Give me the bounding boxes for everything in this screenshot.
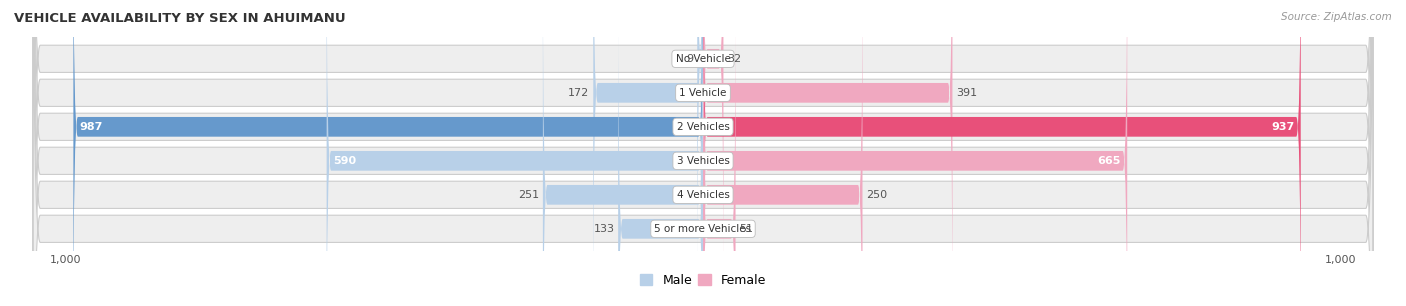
Text: 937: 937 [1271, 122, 1295, 132]
Text: No Vehicle: No Vehicle [675, 54, 731, 64]
Text: VEHICLE AVAILABILITY BY SEX IN AHUIMANU: VEHICLE AVAILABILITY BY SEX IN AHUIMANU [14, 12, 346, 25]
Text: 51: 51 [740, 224, 754, 234]
Text: Source: ZipAtlas.com: Source: ZipAtlas.com [1281, 12, 1392, 22]
FancyBboxPatch shape [703, 0, 1128, 306]
Text: 590: 590 [333, 156, 356, 166]
FancyBboxPatch shape [34, 0, 1372, 306]
FancyBboxPatch shape [326, 0, 703, 306]
Text: 172: 172 [568, 88, 589, 98]
Text: 2 Vehicles: 2 Vehicles [676, 122, 730, 132]
FancyBboxPatch shape [697, 0, 703, 287]
Text: 1 Vehicle: 1 Vehicle [679, 88, 727, 98]
FancyBboxPatch shape [34, 0, 1372, 306]
FancyBboxPatch shape [34, 0, 1372, 306]
Text: 251: 251 [517, 190, 538, 200]
FancyBboxPatch shape [703, 0, 1301, 306]
Text: 133: 133 [593, 224, 614, 234]
FancyBboxPatch shape [703, 0, 724, 287]
Text: 3 Vehicles: 3 Vehicles [676, 156, 730, 166]
Text: 9: 9 [686, 54, 693, 64]
Text: 5 or more Vehicles: 5 or more Vehicles [654, 224, 752, 234]
FancyBboxPatch shape [703, 0, 952, 306]
FancyBboxPatch shape [34, 0, 1372, 306]
FancyBboxPatch shape [703, 1, 735, 306]
Text: 32: 32 [727, 54, 741, 64]
Text: 250: 250 [866, 190, 887, 200]
Text: 4 Vehicles: 4 Vehicles [676, 190, 730, 200]
Text: 987: 987 [80, 122, 103, 132]
FancyBboxPatch shape [34, 0, 1372, 306]
FancyBboxPatch shape [543, 0, 703, 306]
Text: 665: 665 [1098, 156, 1121, 166]
FancyBboxPatch shape [593, 0, 703, 306]
Text: 391: 391 [956, 88, 977, 98]
Legend: Male, Female: Male, Female [636, 269, 770, 292]
FancyBboxPatch shape [703, 0, 862, 306]
FancyBboxPatch shape [73, 0, 703, 306]
FancyBboxPatch shape [34, 0, 1372, 306]
FancyBboxPatch shape [619, 1, 703, 306]
